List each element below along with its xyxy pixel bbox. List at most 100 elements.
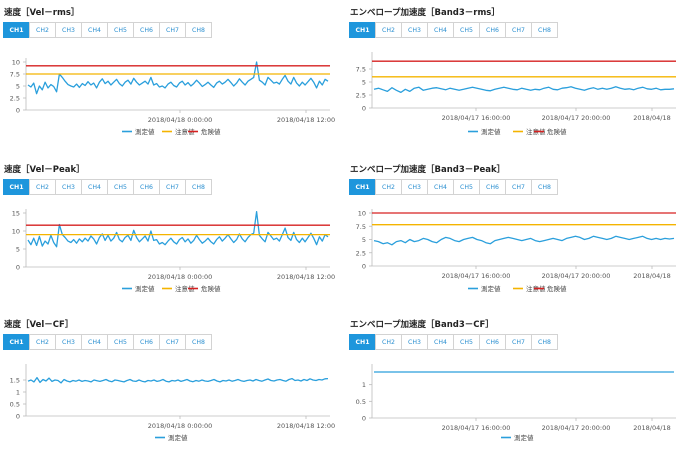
y-tick-label: 2.5 [10, 95, 20, 103]
tab-ch3[interactable]: CH3 [55, 334, 82, 350]
y-tick-label: 10 [12, 59, 20, 67]
tab-ch6[interactable]: CH6 [133, 22, 160, 38]
tab-ch2[interactable]: CH2 [375, 22, 402, 38]
y-tick-label: 1 [16, 389, 20, 397]
channel-tabs: CH1 CH2 CH3 CH4 CH5 CH6 CH7 CH8 [3, 179, 212, 195]
tab-ch3[interactable]: CH3 [401, 179, 428, 195]
tab-ch6[interactable]: CH6 [479, 179, 506, 195]
tab-ch5[interactable]: CH5 [107, 179, 134, 195]
legend-label: 危険値 [201, 127, 221, 136]
y-tick-label: 0 [362, 415, 366, 423]
tab-ch5[interactable]: CH5 [453, 179, 480, 195]
tab-ch6[interactable]: CH6 [133, 334, 160, 350]
tab-ch3[interactable]: CH3 [55, 179, 82, 195]
line-chart: 0 5 10 15 2018/04/18 0:00:00 2018/04/18 12:00… [12, 209, 335, 293]
panel-title: エンベロープ加速度［Band3－CF］ [350, 320, 494, 330]
tab-ch7[interactable]: CH7 [159, 179, 186, 195]
y-tick-label: 7.5 [356, 66, 366, 74]
x-tick-label: 2018/04/18 12:00 [277, 273, 335, 281]
panel-title: 速度［Vel－CF］ [4, 320, 74, 330]
tab-ch4[interactable]: CH4 [427, 179, 454, 195]
tab-ch1[interactable]: CH1 [349, 334, 376, 350]
chart-panel-band3-peak: エンベロープ加速度［Band3－Peak］ CH1 CH2 CH3 CH4 CH5 CH6… [346, 163, 686, 311]
tab-ch4[interactable]: CH4 [427, 334, 454, 350]
line-chart: 0 2.5 5 7.5 2018/04/17 16:00:00 2018/04/17 20… [356, 52, 676, 136]
y-tick-label: 0 [362, 105, 366, 113]
legend-label: 注意値 [175, 127, 195, 136]
tab-ch3[interactable]: CH3 [55, 22, 82, 38]
x-tick-label: 2018/04/18 [633, 424, 670, 432]
tab-ch1[interactable]: CH1 [349, 179, 376, 195]
chart-panel-band3-cf: エンベロープ加速度［Band3－CF］ CH1 CH2 CH3 CH4 CH5 CH6 CH… [346, 318, 686, 454]
chart-panel-vel-cf: 速度［Vel－CF］ CH1 CH2 CH3 CH4 CH5 CH6 CH7 CH8 0 0.5… [0, 318, 340, 454]
tab-ch2[interactable]: CH2 [375, 179, 402, 195]
legend-label: 測定値 [135, 127, 155, 136]
tab-ch2[interactable]: CH2 [375, 334, 402, 350]
x-tick-label: 2018/04/17 20:00:00 [542, 424, 611, 432]
tab-ch2[interactable]: CH2 [29, 334, 56, 350]
y-tick-label: 7.5 [356, 223, 366, 231]
tab-ch1[interactable]: CH1 [3, 334, 30, 350]
series-line [27, 376, 329, 384]
tab-ch8[interactable]: CH8 [185, 22, 212, 38]
tab-ch6[interactable]: CH6 [133, 179, 160, 195]
y-tick-label: 5 [16, 246, 20, 254]
tab-ch8[interactable]: CH8 [531, 179, 558, 195]
tab-ch8[interactable]: CH8 [531, 22, 558, 38]
tab-ch6[interactable]: CH6 [479, 22, 506, 38]
y-tick-label: 10 [12, 228, 20, 236]
tab-ch7[interactable]: CH7 [505, 179, 532, 195]
y-tick-label: 15 [12, 210, 20, 218]
y-tick-label: 2.5 [356, 249, 366, 257]
legend-label: 測定値 [481, 127, 501, 136]
panel-title: 速度［Vel－Peak］ [4, 165, 85, 175]
x-tick-label: 2018/04/18 [633, 272, 670, 280]
tab-ch1[interactable]: CH1 [349, 22, 376, 38]
tab-ch8[interactable]: CH8 [185, 179, 212, 195]
y-tick-label: 0 [362, 263, 366, 271]
chart-panel-vel-rms: 速度［Vel－rms］ CH1 CH2 CH3 CH4 CH5 CH6 CH7 CH8 0 2.… [0, 6, 340, 154]
x-tick-label: 2018/04/18 12:00 [277, 422, 335, 430]
tab-ch7[interactable]: CH7 [159, 334, 186, 350]
tab-ch7[interactable]: CH7 [505, 22, 532, 38]
tab-ch5[interactable]: CH5 [453, 22, 480, 38]
tab-ch6[interactable]: CH6 [479, 334, 506, 350]
legend-label: 測定値 [481, 284, 501, 293]
x-tick-label: 2018/04/18 0:00:00 [148, 273, 213, 281]
tab-ch7[interactable]: CH7 [505, 334, 532, 350]
x-tick-label: 2018/04/17 20:00:00 [542, 272, 611, 280]
y-tick-label: 1.5 [10, 377, 20, 385]
tab-ch1[interactable]: CH1 [3, 179, 30, 195]
channel-tabs: CH1 CH2 CH3 CH4 CH5 CH6 CH7 CH8 [349, 22, 558, 38]
panel-title: 速度［Vel－rms］ [4, 8, 80, 18]
tab-ch2[interactable]: CH2 [29, 22, 56, 38]
series-line [27, 210, 329, 248]
tab-ch4[interactable]: CH4 [81, 334, 108, 350]
y-tick-label: 0 [16, 107, 20, 115]
tab-ch8[interactable]: CH8 [185, 334, 212, 350]
x-tick-label: 2018/04/18 [633, 114, 670, 122]
y-tick-label: 5 [362, 236, 366, 244]
panel-title: エンベロープ加速度［Band3－Peak］ [350, 165, 506, 175]
tab-ch5[interactable]: CH5 [453, 334, 480, 350]
line-chart: 0 2.5 5 7.5 10 2018/04/17 16:00:00 2018/04/17 … [356, 209, 676, 293]
channel-tabs: CH1 CH2 CH3 CH4 CH5 CH6 CH7 CH8 [3, 334, 212, 350]
channel-tabs: CH1 CH2 CH3 CH4 CH5 CH6 CH7 CH8 [3, 22, 212, 38]
legend-label: 危険値 [547, 127, 567, 136]
tab-ch3[interactable]: CH3 [401, 22, 428, 38]
tab-ch4[interactable]: CH4 [81, 179, 108, 195]
y-tick-label: 1 [362, 381, 366, 389]
legend-label: 注意値 [175, 284, 195, 293]
legend-label: 測定値 [168, 433, 188, 442]
tab-ch7[interactable]: CH7 [159, 22, 186, 38]
tab-ch4[interactable]: CH4 [81, 22, 108, 38]
tab-ch4[interactable]: CH4 [427, 22, 454, 38]
tab-ch5[interactable]: CH5 [107, 334, 134, 350]
tab-ch8[interactable]: CH8 [531, 334, 558, 350]
tab-ch1[interactable]: CH1 [3, 22, 30, 38]
tab-ch5[interactable]: CH5 [107, 22, 134, 38]
tab-ch3[interactable]: CH3 [401, 334, 428, 350]
y-tick-label: 10 [358, 210, 366, 218]
tab-ch2[interactable]: CH2 [29, 179, 56, 195]
series-line [373, 86, 675, 94]
